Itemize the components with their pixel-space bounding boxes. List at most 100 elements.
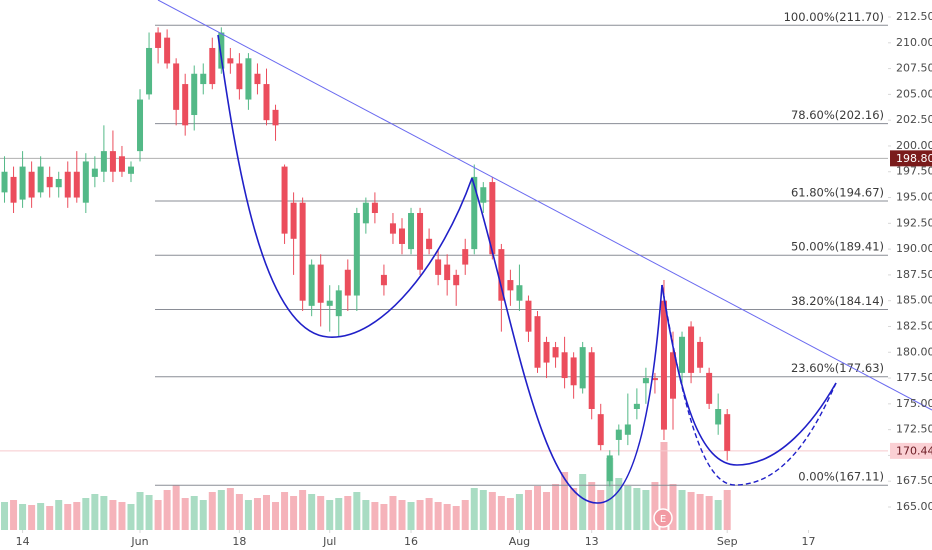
event-badge: E (653, 508, 673, 528)
volume-bar (443, 504, 451, 530)
candle-body (706, 372, 713, 404)
candle-body (507, 280, 514, 291)
volume-bar (434, 502, 442, 530)
candle-body (642, 378, 649, 384)
event-circle (653, 508, 673, 528)
fib-label: 38.20%(184.14) (791, 294, 884, 308)
candle-body (426, 238, 433, 250)
volume-bar (64, 504, 72, 530)
candle-body (272, 109, 279, 126)
trend-line (157, 0, 932, 411)
candle-body (73, 171, 80, 198)
y-tick-label: 187.50 (896, 268, 932, 281)
volume-bar (272, 502, 280, 530)
fib-levels: 100.00%(211.70) 78.60%(202.16) 61.80%(194.… (155, 10, 888, 486)
candle-body (245, 58, 252, 100)
candle-body (516, 285, 523, 301)
volume-bar (118, 502, 126, 530)
candle-body (615, 429, 622, 440)
volume-bar (470, 488, 478, 530)
candle-body (588, 352, 595, 410)
volume-bar (624, 486, 632, 530)
volume-bar (19, 504, 27, 530)
candle-body (182, 84, 189, 126)
candle-body (64, 171, 71, 198)
candle-body (227, 58, 234, 64)
candle-body (109, 151, 116, 172)
candle-body (525, 300, 532, 332)
candle-body (209, 47, 216, 85)
candle-body (498, 249, 505, 301)
fib-label: 50.00%(189.41) (791, 240, 884, 254)
volume-bar (163, 490, 171, 530)
candle-body (19, 166, 26, 200)
x-tick-label: 14 (16, 535, 30, 548)
candle-body (137, 99, 144, 152)
price-box (890, 442, 932, 459)
candle-body (28, 171, 35, 198)
fib-label: 100.00%(211.70) (784, 10, 884, 24)
candle-body (155, 32, 162, 48)
candle-body (118, 156, 125, 172)
volume-bar (696, 494, 704, 530)
volume-bar (570, 488, 578, 530)
volume-bar (136, 492, 144, 530)
candle-body (91, 168, 98, 177)
volume-bar (145, 495, 153, 530)
volume-bar (73, 502, 81, 530)
y-tick-label: 210.00 (896, 36, 932, 49)
candle-body (46, 176, 53, 188)
candle-body (688, 326, 695, 373)
candle-body (200, 73, 207, 85)
volume-bar (299, 490, 307, 530)
candle-body (164, 37, 171, 64)
volume-bar (606, 458, 614, 530)
volume-bar (91, 494, 99, 530)
candle-body (606, 455, 613, 482)
volume-bar (615, 478, 623, 530)
volume-bar (46, 506, 54, 530)
candle-body (471, 176, 478, 250)
volume-bar (226, 488, 234, 530)
volume-bar (344, 496, 352, 530)
price-box-label: 170.44 (896, 444, 932, 457)
volume-bar (353, 492, 361, 530)
candle-body (462, 249, 469, 265)
candle-body (10, 176, 17, 203)
volume-bar (552, 484, 560, 530)
y-tick-label: 177.50 (896, 371, 932, 384)
candle-body (624, 424, 631, 435)
candle-body (724, 414, 731, 451)
candle-body (398, 228, 405, 244)
volume-bar (633, 488, 641, 530)
price-box-label: 198.80 (896, 152, 932, 165)
volume-bar (380, 504, 388, 530)
candle-body (317, 264, 324, 303)
candle-body (380, 274, 387, 286)
y-tick-label: 200.00 (896, 139, 932, 152)
fib-label: 23.60%(177.63) (791, 361, 884, 375)
candle-body (597, 414, 604, 446)
candle-body (660, 300, 667, 430)
y-tick-label: 205.00 (896, 87, 932, 100)
volume-bar (371, 502, 379, 530)
volume-bar (651, 482, 659, 530)
volume-bar (533, 486, 541, 530)
y-tick-label: 185.00 (896, 294, 932, 307)
candle-body (697, 341, 704, 368)
candle-body (236, 63, 243, 90)
x-tick-label: Aug (509, 535, 530, 548)
event-label: E (660, 514, 666, 525)
candle-body (127, 166, 134, 174)
candle-body (543, 341, 550, 363)
candle-body (715, 409, 722, 425)
y-tick-label: 207.50 (896, 62, 932, 75)
volume-bar (425, 498, 433, 530)
x-tick-label: Jun (130, 535, 148, 548)
x-tick-label: 13 (585, 535, 599, 548)
cup-curve (471, 177, 663, 504)
volume-bar (10, 500, 18, 530)
candle-body (489, 182, 496, 255)
candle-body (100, 151, 107, 172)
